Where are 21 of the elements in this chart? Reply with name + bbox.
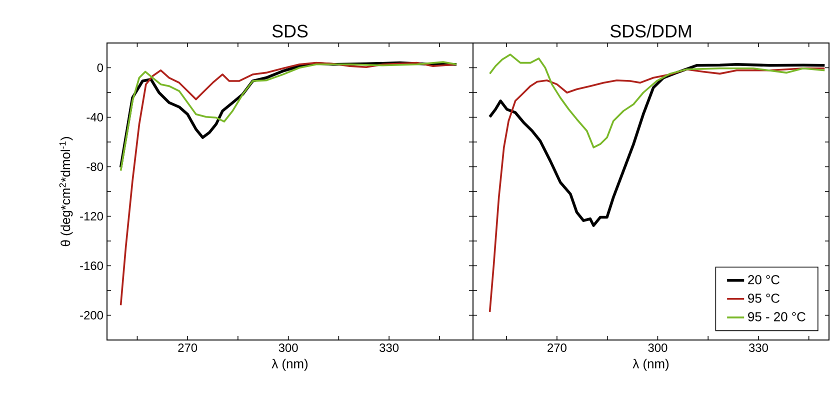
x-tick-label: 300	[648, 344, 668, 352]
x-tick-label: 270	[548, 344, 566, 352]
y-tick-label: -200	[80, 311, 104, 320]
legend-label: 20 °C	[748, 275, 780, 284]
line-series	[120, 62, 458, 306]
y-tick-label: -120	[80, 212, 104, 220]
x-axis-title: λ (nm)	[632, 358, 669, 371]
chart-title: SDS/DDM	[610, 24, 691, 38]
x-tick-label: 270	[178, 344, 198, 352]
x-tick-label: 330	[748, 344, 768, 352]
y-tick-label: 0	[97, 64, 104, 72]
x-tick-label: 300	[278, 344, 298, 352]
chart-title: SDS	[272, 24, 308, 38]
x-tick-label: 330	[380, 344, 399, 352]
legend-label: 95 - 20 °C	[748, 312, 806, 322]
y-tick-label: -80	[86, 162, 104, 171]
x-axis-title: λ (nm)	[272, 358, 308, 371]
y-tick-label: -40	[86, 113, 104, 122]
y-tick-label: -160	[80, 262, 104, 270]
legend-label: 95 °C	[748, 294, 780, 303]
y-axis-title: θ (deg*cm$^{2}$*dmol$^{-1}$)	[59, 137, 73, 246]
